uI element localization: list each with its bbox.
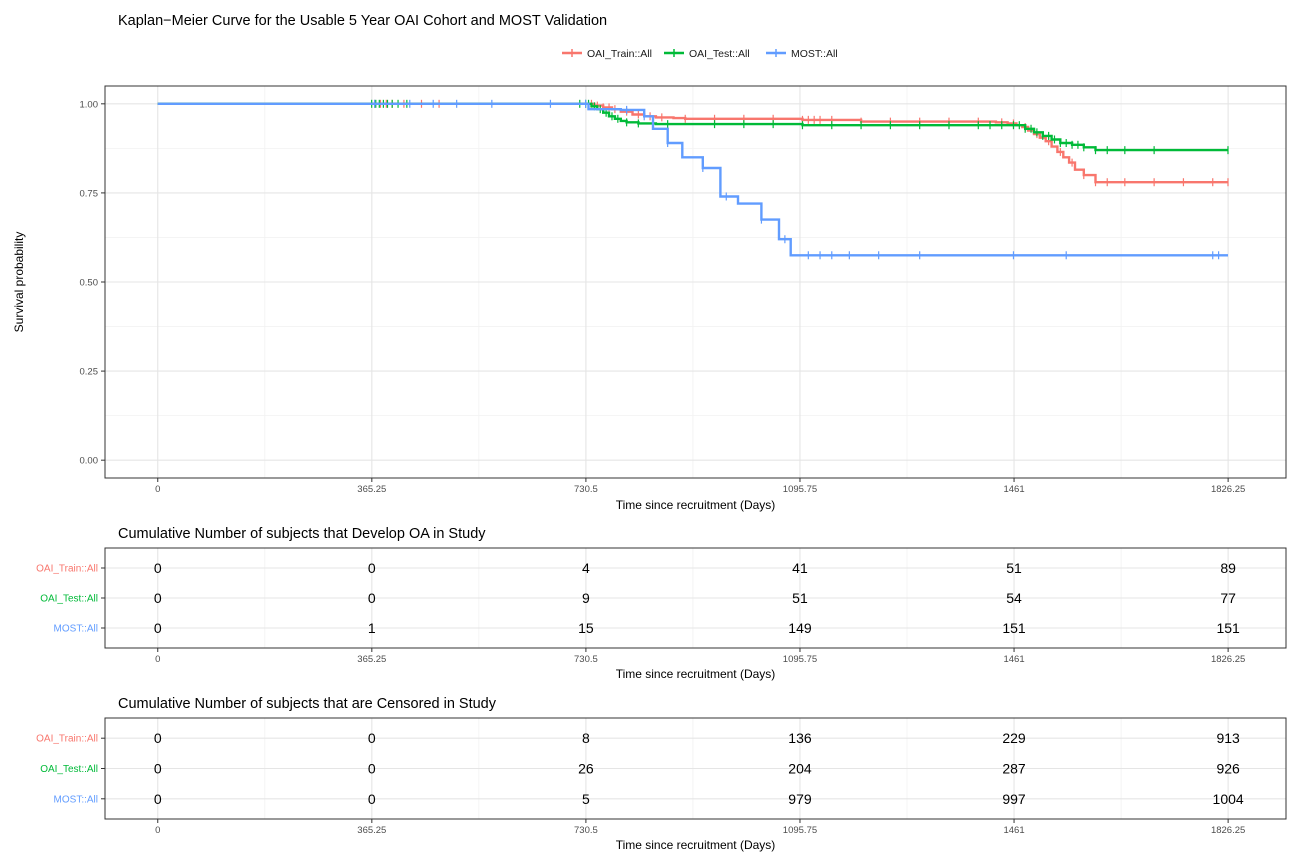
x-tick-label: 365.25 [357, 484, 386, 495]
table-cell: 8 [582, 730, 590, 746]
table-x-axis-title: Time since recruitment (Days) [616, 667, 776, 681]
table-x-tick-label: 730.5 [574, 825, 598, 836]
x-axis-title: Time since recruitment (Days) [616, 498, 776, 512]
censored-table: Cumulative Number of subjects that are C… [36, 696, 1287, 852]
table-cell: 77 [1220, 590, 1236, 606]
table-cell: 89 [1220, 560, 1236, 576]
y-tick-label: 0.50 [80, 278, 99, 289]
table-cell: 51 [1006, 560, 1022, 576]
table-cell: 54 [1006, 590, 1022, 606]
table-x-tick-label: 1461 [1003, 825, 1024, 836]
table-x-tick-label: 0 [155, 654, 160, 665]
table-cell: 0 [154, 791, 162, 807]
table-row-label: OAI_Test::All [40, 594, 98, 605]
table-cell: 136 [788, 730, 812, 746]
table-x-tick-label: 365.25 [357, 654, 386, 665]
x-tick-label: 1095.75 [783, 484, 817, 495]
table-cell: 149 [788, 620, 812, 636]
table-cell: 979 [788, 791, 812, 807]
km-plot: 0.00 0.25 0.50 0.75 1.00 0 365.25 730.5 1095.75 1… [12, 85, 1287, 512]
table-cell: 1 [368, 620, 376, 636]
y-tick-label: 0.25 [80, 367, 99, 378]
table-cell: 151 [1216, 620, 1240, 636]
table-cell: 287 [1002, 761, 1026, 777]
x-tick-label: 1461 [1003, 484, 1024, 495]
legend: OAI_Train::All OAI_Test::All MOST::All [562, 48, 838, 60]
table-cell: 1004 [1213, 791, 1244, 807]
table-cell: 41 [792, 560, 808, 576]
table-cell: 0 [154, 590, 162, 606]
table-cell: 26 [578, 761, 594, 777]
events-table: Cumulative Number of subjects that Devel… [36, 526, 1287, 681]
table-row-label: OAI_Train::All [36, 564, 98, 575]
table-cell: 0 [368, 560, 376, 576]
y-tick-label: 1.00 [80, 99, 99, 110]
table-border [104, 547, 1287, 649]
table-row-label: OAI_Test::All [40, 764, 98, 775]
table-cell: 4 [582, 560, 590, 576]
table-cell: 204 [788, 761, 812, 777]
y-axis-title: Survival probability [12, 232, 26, 333]
table-cell: 5 [582, 791, 590, 807]
table-title: Cumulative Number of subjects that are C… [118, 696, 497, 712]
table-cell: 926 [1216, 761, 1240, 777]
x-tick-label: 0 [155, 484, 160, 495]
table-title: Cumulative Number of subjects that Devel… [118, 526, 486, 542]
table-cell: 0 [154, 761, 162, 777]
x-tick-label: 730.5 [574, 484, 598, 495]
table-x-tick-label: 365.25 [357, 825, 386, 836]
table-cell: 0 [154, 730, 162, 746]
table-cell: 0 [368, 590, 376, 606]
table-x-tick-label: 1095.75 [783, 825, 817, 836]
table-cell: 229 [1002, 730, 1026, 746]
table-cell: 15 [578, 620, 594, 636]
table-x-tick-label: 1826.25 [1211, 825, 1245, 836]
table-cell: 9 [582, 590, 590, 606]
table-cell: 913 [1216, 730, 1240, 746]
table-cell: 0 [154, 620, 162, 636]
table-cell: 0 [154, 560, 162, 576]
table-x-tick-label: 1461 [1003, 654, 1024, 665]
table-x-tick-label: 730.5 [574, 654, 598, 665]
chart-title: Kaplan−Meier Curve for the Usable 5 Year… [118, 13, 607, 29]
y-tick-label: 0.00 [80, 456, 99, 467]
table-x-tick-label: 0 [155, 825, 160, 836]
table-cell: 151 [1002, 620, 1026, 636]
table-x-axis-title: Time since recruitment (Days) [616, 838, 776, 852]
table-x-tick-label: 1095.75 [783, 654, 817, 665]
km-curve-oai-train [157, 102, 1228, 184]
table-x-tick-label: 1826.25 [1211, 654, 1245, 665]
table-cell: 51 [792, 590, 808, 606]
table-row-label: MOST::All [54, 794, 98, 805]
y-tick-label: 0.75 [80, 188, 99, 199]
table-cell: 997 [1002, 791, 1026, 807]
legend-entry: MOST::All [791, 48, 838, 60]
x-tick-label: 1826.25 [1211, 484, 1245, 495]
table-cell: 0 [368, 791, 376, 807]
km-curve-most [157, 102, 1228, 257]
table-cell: 0 [368, 730, 376, 746]
table-row-label: OAI_Train::All [36, 734, 98, 745]
table-cell: 0 [368, 761, 376, 777]
legend-entry: OAI_Test::All [689, 48, 750, 60]
table-border [104, 717, 1287, 820]
table-row-label: MOST::All [54, 624, 98, 635]
legend-entry: OAI_Train::All [587, 48, 652, 60]
